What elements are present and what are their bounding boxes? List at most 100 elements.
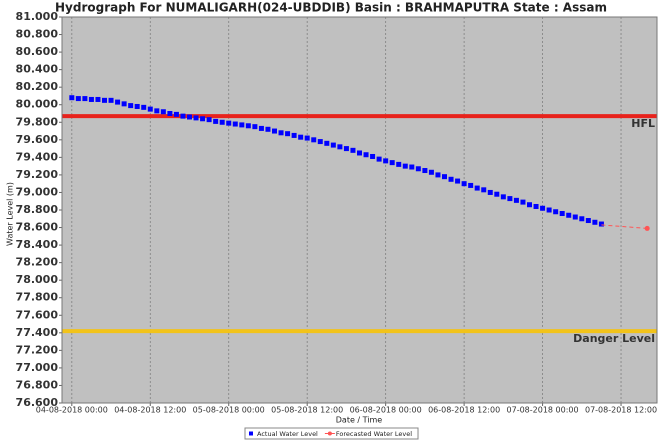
data-point (193, 115, 199, 121)
data-point (147, 106, 153, 112)
data-point (566, 212, 572, 218)
data-point (304, 135, 310, 141)
data-point (553, 209, 559, 215)
data-point (533, 203, 539, 209)
data-point (546, 207, 552, 213)
data-point (141, 104, 147, 110)
y-tick-label: 77.600 (16, 308, 59, 321)
data-point (350, 147, 356, 153)
data-point (468, 182, 474, 188)
data-point (507, 196, 513, 202)
y-axis-label: Water Level (m) (6, 182, 15, 246)
y-tick-label: 80.400 (16, 63, 59, 76)
y-tick-label: 77.400 (16, 326, 59, 339)
data-point (291, 132, 297, 138)
plot-border (61, 16, 658, 404)
data-point (239, 122, 245, 128)
data-point (173, 111, 179, 117)
data-point (160, 109, 166, 115)
legend-label: Forecasted Water Level (336, 430, 412, 438)
legend-swatch (327, 431, 332, 436)
x-tick-label: 07-08-2018 12:00 (585, 406, 657, 415)
data-point (108, 97, 114, 103)
y-tick-label: 80.000 (16, 98, 59, 111)
data-point (422, 168, 428, 174)
y-tick-label: 76.600 (16, 396, 59, 409)
data-point (585, 218, 591, 224)
data-point (520, 199, 526, 205)
y-tick-label: 76.800 (16, 378, 59, 391)
plot-area (62, 17, 657, 403)
x-tick-label: 06-08-2018 12:00 (428, 406, 500, 415)
y-tick-label: 79.200 (16, 168, 59, 181)
data-point (88, 96, 94, 102)
data-point (252, 124, 258, 130)
data-point (330, 142, 336, 148)
y-tick-label: 79.600 (16, 133, 59, 146)
data-point (481, 187, 487, 193)
x-tick-label: 05-08-2018 12:00 (271, 406, 343, 415)
y-tick-label: 78.400 (16, 238, 59, 251)
data-point (598, 221, 604, 227)
y-tick-label: 77.000 (16, 361, 59, 374)
data-point (396, 161, 402, 167)
y-tick-label: 77.800 (16, 291, 59, 304)
data-point (213, 118, 219, 124)
legend-swatch (249, 431, 253, 436)
data-point (428, 169, 434, 175)
data-point (75, 96, 81, 102)
x-tick-label: 05-08-2018 00:00 (193, 406, 265, 415)
y-tick-label: 77.200 (16, 343, 59, 356)
data-point (200, 116, 206, 122)
data-point (154, 108, 160, 114)
data-point (370, 153, 376, 159)
data-point (285, 131, 291, 137)
y-tick-label: 80.200 (16, 80, 59, 93)
data-point (494, 191, 500, 197)
data-point (102, 97, 107, 103)
data-point (474, 185, 480, 191)
x-tick-label: 04-08-2018 12:00 (114, 406, 186, 415)
y-tick-label: 81.000 (16, 10, 59, 23)
series-line (601, 224, 648, 229)
data-point (311, 137, 317, 143)
x-axis-label: Date / Time (336, 416, 383, 425)
data-point (527, 202, 532, 208)
data-point (409, 164, 415, 170)
data-point (324, 140, 330, 146)
data-point (272, 128, 277, 134)
y-tick-label: 79.800 (16, 115, 59, 128)
data-point (402, 163, 408, 169)
data-point (265, 126, 271, 132)
y-tick-label: 78.000 (16, 273, 59, 286)
data-point (278, 130, 284, 136)
x-tick-label: 04-08-2018 00:00 (36, 406, 108, 415)
data-point (187, 114, 192, 120)
legend-label: Actual Water Level (257, 430, 318, 438)
data-point (363, 152, 369, 158)
x-tick-label: 06-08-2018 00:00 (350, 406, 422, 415)
chart-title: Hydrograph For NUMALIGARH(024-UBDDIB) Ba… (55, 1, 607, 15)
data-point (389, 160, 395, 166)
data-point (95, 96, 101, 102)
data-point (343, 146, 349, 152)
data-point (298, 134, 304, 140)
y-tick-label: 80.800 (16, 28, 59, 41)
data-point (448, 176, 454, 182)
x-tick-label: 07-08-2018 00:00 (507, 406, 579, 415)
data-point (572, 214, 578, 220)
y-tick-label: 78.600 (16, 221, 59, 234)
data-point (500, 194, 506, 200)
data-point (442, 174, 447, 180)
data-point (69, 95, 75, 101)
data-point (383, 158, 389, 164)
data-point (180, 113, 186, 119)
data-point (487, 189, 493, 195)
data-point (455, 178, 461, 184)
data-point (167, 111, 173, 116)
data-point (317, 139, 323, 145)
reference-label: Danger Level (573, 332, 655, 345)
y-tick-label: 78.800 (16, 203, 59, 216)
y-tick-label: 80.600 (16, 45, 59, 58)
